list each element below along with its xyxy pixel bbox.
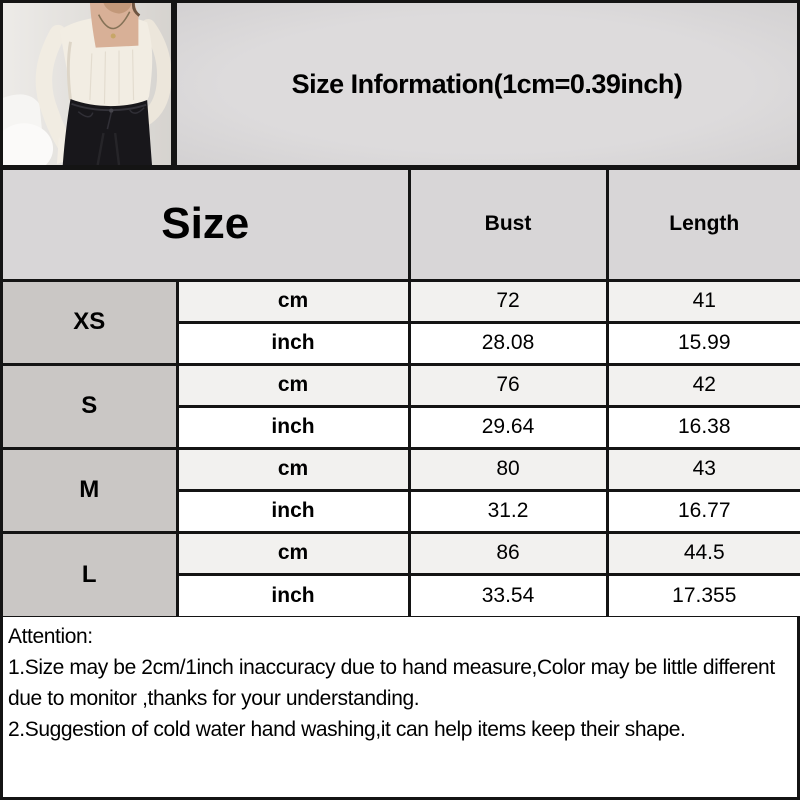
product-photo — [3, 3, 177, 165]
column-header-size: Size — [1, 168, 411, 282]
attention-section: Attention: 1.Size may be 2cm/1inch inacc… — [3, 616, 797, 797]
page-title: Size Information(1cm=0.39inch) — [291, 68, 683, 99]
length-value: 16.77 — [605, 488, 800, 534]
unit-cell: cm — [175, 446, 411, 492]
chin-shadow — [103, 3, 132, 14]
size-label-m: M — [1, 446, 179, 534]
top-shading — [66, 41, 72, 101]
table-header-row: Size Bust Length — [1, 168, 800, 282]
size-label-s: S — [1, 362, 179, 450]
table-row-m-cm: M cm 80 43 — [1, 446, 800, 534]
table-row-l-cm: L cm 86 44.5 — [1, 530, 800, 618]
attention-note-2: 2.Suggestion of cold water hand washing,… — [8, 718, 686, 741]
product-photo-illustration — [3, 3, 171, 165]
necklace — [97, 11, 131, 30]
top-banner: Size Information(1cm=0.39inch) — [3, 3, 797, 170]
right-sleeve — [139, 19, 171, 125]
unit-cell: cm — [175, 362, 411, 408]
table-row-xs-inch: inch 28.08 15.99 — [3, 320, 800, 366]
length-value: 17.355 — [605, 572, 800, 618]
bust-value: 76 — [407, 362, 609, 408]
length-value: 16.38 — [605, 404, 800, 450]
length-value: 15.99 — [605, 320, 800, 366]
jeans-leg-seams — [96, 132, 121, 165]
jeans-button — [109, 108, 114, 113]
left-sleeve — [35, 24, 77, 158]
length-value: 42 — [605, 362, 800, 408]
necklace-pendant — [110, 33, 116, 39]
unit-cell: inch — [175, 404, 411, 450]
title-banner: Size Information(1cm=0.39inch) — [177, 3, 797, 165]
table-row-l-inch: inch 33.54 17.355 — [3, 572, 800, 618]
bust-value: 28.08 — [407, 320, 609, 366]
rib-texture — [89, 49, 135, 104]
table-row-xs-cm: XS cm 72 41 — [1, 278, 800, 366]
jeans — [62, 99, 152, 165]
hair-strand — [131, 3, 141, 17]
jeans-pockets — [77, 107, 145, 118]
length-value: 44.5 — [605, 530, 800, 576]
length-value: 41 — [605, 278, 800, 324]
unit-cell: inch — [175, 320, 411, 366]
length-value: 43 — [605, 446, 800, 492]
bust-value: 72 — [407, 278, 609, 324]
bust-value: 29.64 — [407, 404, 609, 450]
attention-note-1: 1.Size may be 2cm/1inch inaccuracy due t… — [8, 656, 775, 710]
size-label-l: L — [1, 530, 179, 618]
bust-value: 86 — [407, 530, 609, 576]
size-label-xs: XS — [1, 278, 179, 366]
neck-chest — [89, 3, 139, 48]
column-header-length: Length — [605, 168, 800, 282]
table-row-m-inch: inch 31.2 16.77 — [3, 488, 800, 534]
column-header-bust: Bust — [407, 168, 609, 282]
unit-cell: inch — [175, 572, 411, 618]
table-row-s-cm: S cm 76 42 — [1, 362, 800, 450]
unit-cell: cm — [175, 530, 411, 576]
attention-label: Attention: — [8, 625, 93, 648]
bust-value: 31.2 — [407, 488, 609, 534]
unit-cell: cm — [175, 278, 411, 324]
unit-cell: inch — [175, 488, 411, 534]
bust-value: 80 — [407, 446, 609, 492]
bust-value: 33.54 — [407, 572, 609, 618]
table-row-s-inch: inch 29.64 16.38 — [3, 404, 800, 450]
couch-cushion — [3, 123, 54, 165]
size-table: Size Bust Length XS cm 72 41 inch 28.08 … — [1, 168, 800, 618]
jeans-fly — [106, 112, 113, 130]
